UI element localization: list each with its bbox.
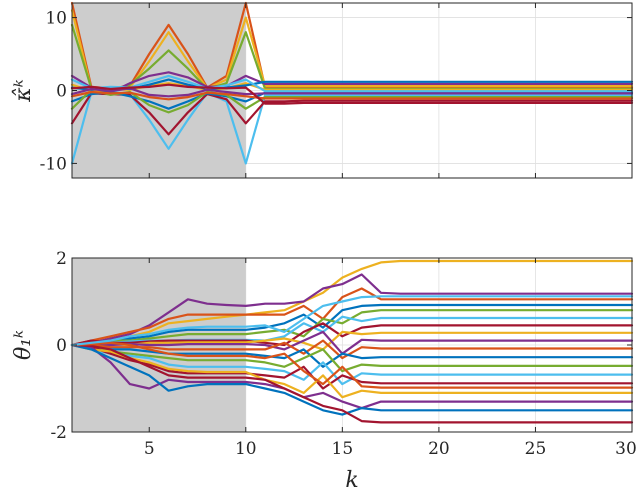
top-series-line-7: [70, 88, 634, 114]
bottom-series-line-0: [70, 259, 634, 347]
bottom-ytick-label-0: -2: [50, 423, 67, 443]
top-ytick-label-1: 0: [56, 82, 67, 102]
bottom-series-line-16: [70, 343, 634, 416]
bottom-xtick-label-4: 25: [525, 439, 547, 459]
top-series-line-3: [70, 71, 634, 94]
bottom-series-line-17: [70, 343, 634, 424]
bottom-xtick-label-1: 10: [235, 439, 257, 459]
bottom-ytick-label-1: 0: [56, 336, 67, 356]
bottom-series-line-13: [70, 343, 634, 390]
bottom-series-line-3: [70, 303, 634, 349]
top-ytick-label-0: -10: [40, 154, 67, 174]
top-series-line-4: [70, 90, 634, 165]
bottom-series-line-9: [70, 339, 634, 360]
bottom-series-line-15: [70, 343, 634, 410]
bottom-series-line-18: [70, 341, 634, 389]
bottom-series-line-8: [70, 330, 634, 355]
bottom-series-line-2: [70, 287, 634, 347]
bottom-panel: 5 10 15 20 25 30 -2 0 2 θ₁ᵏ k: [11, 249, 637, 492]
bottom-series-line-19: [70, 295, 634, 347]
bottom-xtick-label-5: 30: [615, 439, 637, 459]
bottom-series-lines: [70, 259, 634, 424]
top-series-line-1: [70, 9, 634, 91]
top-series-line-9: [70, 78, 634, 91]
top-series-lines: [70, 1, 634, 165]
bottom-series-line-14: [70, 343, 634, 399]
top-ytick-label-2: 10: [45, 9, 67, 29]
bottom-series-line-11: [70, 343, 634, 373]
top-y-axis-label: κ̂ᵏ: [11, 79, 36, 102]
top-series-line-0: [70, 1, 634, 90]
bottom-x-axis-label: k: [345, 468, 358, 492]
top-series-line-12: [70, 87, 634, 98]
top-series-line-10: [70, 90, 634, 101]
bottom-xtick-label-0: 5: [144, 439, 155, 459]
bottom-series-line-7: [70, 330, 634, 351]
top-panel: -10 0 10 κ̂ᵏ: [11, 1, 634, 179]
bottom-y-ticks: -2 0 2: [50, 249, 632, 443]
top-series-line-13: [70, 83, 634, 105]
bottom-ytick-label-2: 2: [56, 249, 67, 269]
top-series-line-5: [70, 92, 634, 136]
bottom-xtick-label-3: 20: [428, 439, 450, 459]
bottom-xtick-label-2: 15: [332, 439, 354, 459]
top-x-ticks: [148, 3, 633, 178]
top-y-ticks: -10 0 10: [40, 9, 632, 174]
top-series-line-11: [70, 74, 634, 93]
bottom-x-ticks: 5 10 15 20 25 30: [144, 258, 637, 459]
bottom-y-axis-label: θ₁ᵏ: [11, 330, 36, 360]
top-series-line-8: [70, 82, 634, 93]
bottom-series-line-1: [70, 273, 634, 347]
